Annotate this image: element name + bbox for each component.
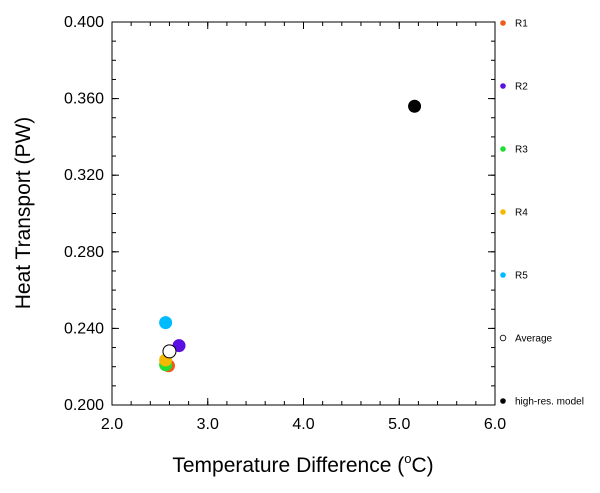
y-tick-label: 0.280 — [64, 244, 104, 261]
point-r5 — [159, 316, 173, 330]
legend-label-r3: R3 — [515, 145, 528, 156]
point-average — [162, 344, 177, 359]
legend-label-r4: R4 — [515, 208, 528, 219]
axis-ticks: 2.0 3.0 4.0 5.0 6.0 0.200 0.240 0.280 0.320 0.360… — [64, 14, 506, 433]
x-axis-title: Temperature Difference (oC) — [172, 451, 433, 477]
data-points — [159, 99, 422, 373]
legend-label-r2: R2 — [515, 82, 528, 93]
legend: R1 R2 R3 R4 R5 Average high-res. model — [499, 19, 584, 408]
point-high-res-model — [408, 99, 422, 113]
x-tick-label: 3.0 — [197, 416, 219, 433]
legend-label-r5: R5 — [515, 271, 528, 282]
y-tick-label: 0.400 — [64, 14, 104, 31]
y-tick-label: 0.320 — [64, 167, 104, 184]
legend-marker-r5 — [500, 272, 506, 278]
x-tick-label: 2.0 — [101, 416, 123, 433]
legend-label-average: Average — [515, 334, 553, 345]
legend-marker-r1 — [500, 20, 506, 26]
y-axis-title: Heat Transport (PW) — [12, 117, 35, 310]
y-tick-label: 0.360 — [64, 91, 104, 108]
x-tick-label: 4.0 — [292, 416, 314, 433]
legend-label-high-res-model: high-res. model — [515, 397, 584, 408]
legend-marker-r3 — [500, 146, 506, 152]
y-tick-label: 0.240 — [64, 320, 104, 337]
legend-label-r1: R1 — [515, 19, 528, 30]
x-tick-label: 5.0 — [388, 416, 410, 433]
x-tick-label: 6.0 — [484, 416, 506, 433]
legend-marker-r4 — [500, 209, 506, 215]
legend-marker-r2 — [500, 83, 506, 89]
y-tick-label: 0.200 — [64, 397, 104, 414]
legend-marker-average — [499, 334, 507, 342]
legend-marker-high-res-model — [500, 398, 506, 404]
